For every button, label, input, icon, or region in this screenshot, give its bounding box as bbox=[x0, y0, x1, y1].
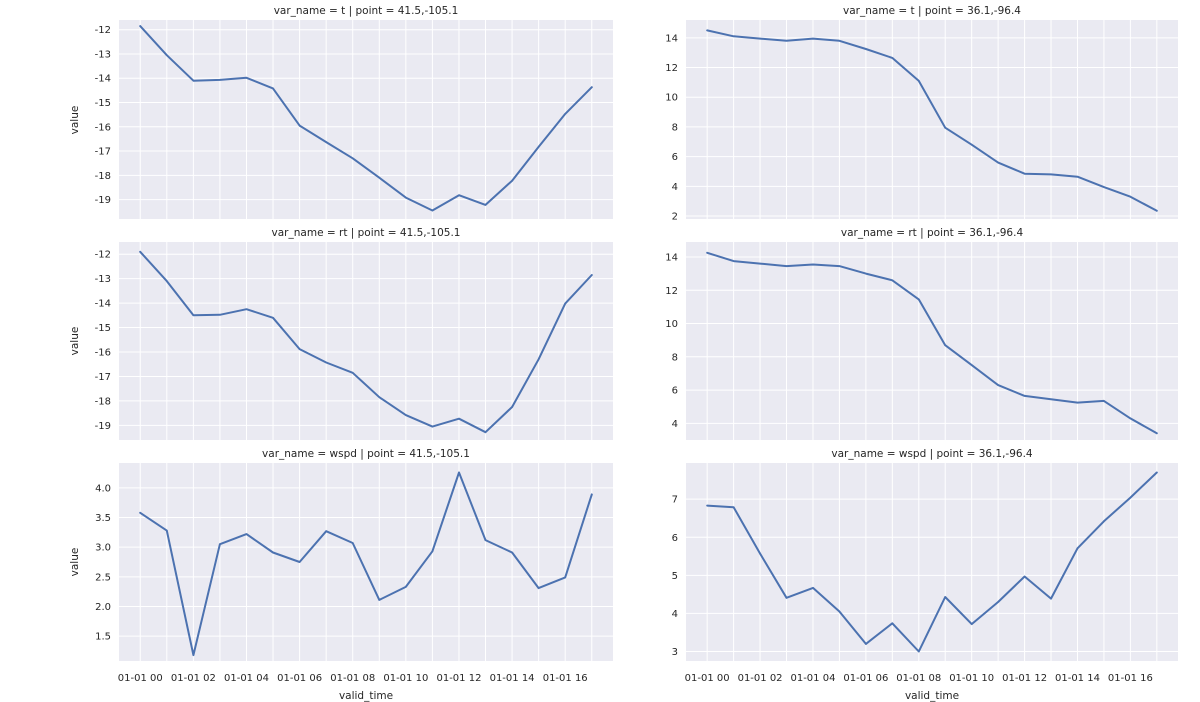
y-axis-label: value bbox=[69, 327, 81, 356]
x-tick-label: 01-01 08 bbox=[330, 673, 375, 684]
x-axis-label: valid_time bbox=[905, 690, 959, 702]
y-tick-label: 14 bbox=[665, 33, 678, 44]
y-tick-label: -15 bbox=[95, 98, 111, 109]
y-tick-label: 12 bbox=[665, 286, 678, 297]
y-tick-label: 8 bbox=[672, 352, 678, 363]
y-tick-label: 7 bbox=[672, 495, 678, 506]
x-tick-label: 01-01 10 bbox=[949, 673, 994, 684]
x-tick-label: 01-01 04 bbox=[790, 673, 835, 684]
x-tick-label: 01-01 04 bbox=[224, 673, 269, 684]
panel-title: var_name = wspd | point = 41.5,-105.1 bbox=[262, 448, 470, 460]
panel-3: -12 -13 -14 -15 -16 -17 -18 -19 var_name = rt | … bbox=[69, 227, 613, 440]
y-tick-label: 6 bbox=[672, 152, 678, 163]
x-tick-label: 01-01 12 bbox=[1002, 673, 1047, 684]
y-tick-label: -14 bbox=[95, 74, 111, 85]
panel-6: 3 4 5 6 7 var_name = wspd | point = 36.1,-96.… bbox=[672, 448, 1178, 702]
series-line bbox=[706, 471, 1158, 653]
y-tick-label: 10 bbox=[665, 319, 678, 330]
series-line bbox=[139, 471, 593, 657]
y-tick-label: -16 bbox=[95, 122, 111, 133]
y-tick-label: -18 bbox=[95, 171, 111, 182]
y-tick-label: -18 bbox=[95, 396, 111, 407]
panel-1: -12 -13 -14 -15 -16 -17 -18 -19 var_name = t | p… bbox=[69, 5, 613, 219]
x-tick-label: 01-01 00 bbox=[685, 673, 730, 684]
panel-title: var_name = wspd | point = 36.1,-96.4 bbox=[831, 448, 1033, 460]
plot-area bbox=[686, 463, 1178, 661]
series-line bbox=[139, 250, 593, 434]
y-tick-label: 4.0 bbox=[95, 483, 111, 494]
plot-area bbox=[119, 242, 613, 440]
y-tick-label: -15 bbox=[95, 323, 111, 334]
x-tick-label: 01-01 14 bbox=[1055, 673, 1100, 684]
x-tick-label: 01-01 02 bbox=[738, 673, 783, 684]
x-tick-label: 01-01 02 bbox=[171, 673, 216, 684]
y-tick-label: -12 bbox=[95, 25, 111, 36]
y-tick-label: 8 bbox=[672, 122, 678, 133]
y-tick-label: -17 bbox=[95, 372, 111, 383]
x-tick-label: 01-01 14 bbox=[490, 673, 535, 684]
y-tick-label: 14 bbox=[665, 252, 678, 263]
y-tick-label: 5 bbox=[672, 571, 678, 582]
y-tick-label: 2.0 bbox=[95, 602, 111, 613]
plot-area bbox=[119, 20, 613, 219]
x-tick-label: 01-01 16 bbox=[543, 673, 588, 684]
y-tick-label: 4 bbox=[672, 182, 678, 193]
y-tick-label: -12 bbox=[95, 250, 111, 261]
series-line bbox=[706, 29, 1158, 212]
y-tick-label: 6 bbox=[672, 386, 678, 397]
panel-title: var_name = t | point = 41.5,-105.1 bbox=[274, 5, 459, 17]
y-tick-label: 6 bbox=[672, 533, 678, 544]
x-axis-label: valid_time bbox=[339, 690, 393, 702]
y-tick-label: 3.0 bbox=[95, 543, 111, 554]
y-tick-label: -14 bbox=[95, 299, 111, 310]
series-line bbox=[139, 25, 593, 212]
x-tick-label: 01-01 06 bbox=[843, 673, 888, 684]
x-tick-label: 01-01 06 bbox=[277, 673, 322, 684]
y-tick-label: 4 bbox=[672, 419, 678, 430]
y-tick-label: 3 bbox=[672, 647, 678, 658]
plot-area bbox=[686, 242, 1178, 440]
y-tick-label: -13 bbox=[95, 274, 111, 285]
y-tick-label: 2.5 bbox=[95, 572, 111, 583]
x-tick-label: 01-01 08 bbox=[896, 673, 941, 684]
y-tick-label: 1.5 bbox=[95, 632, 111, 643]
x-tick-label: 01-01 10 bbox=[383, 673, 428, 684]
series-line bbox=[706, 251, 1158, 435]
y-tick-label: 12 bbox=[665, 63, 678, 74]
y-axis-label: value bbox=[69, 106, 81, 135]
panel-5: 1.5 2.0 2.5 3.0 3.5 4.0 var_name = wspd | poin… bbox=[69, 448, 613, 702]
x-tick-label: 01-01 12 bbox=[436, 673, 481, 684]
y-tick-label: -17 bbox=[95, 147, 111, 158]
y-axis-label: value bbox=[69, 548, 81, 577]
y-tick-label: -19 bbox=[95, 195, 111, 206]
y-tick-label: 10 bbox=[665, 93, 678, 104]
panel-title: var_name = rt | point = 41.5,-105.1 bbox=[272, 227, 461, 239]
panel-2: 2 4 6 8 10 12 14 var_name = t | point = 36.1,-9… bbox=[665, 5, 1178, 223]
y-tick-label: -19 bbox=[95, 421, 111, 432]
x-tick-label: 01-01 16 bbox=[1108, 673, 1153, 684]
plot-area bbox=[119, 463, 613, 661]
y-tick-label: -13 bbox=[95, 49, 111, 60]
x-tick-label: 01-01 00 bbox=[118, 673, 163, 684]
panel-title: var_name = rt | point = 36.1,-96.4 bbox=[841, 227, 1024, 239]
y-tick-label: 2 bbox=[672, 212, 678, 223]
panel-4: 4 6 8 10 12 14 var_name = rt | point = 36.1,-9… bbox=[665, 227, 1178, 440]
panel-title: var_name = t | point = 36.1,-96.4 bbox=[843, 5, 1021, 17]
y-tick-label: -16 bbox=[95, 348, 111, 359]
y-tick-label: 3.5 bbox=[95, 513, 111, 524]
y-tick-label: 4 bbox=[672, 609, 678, 620]
